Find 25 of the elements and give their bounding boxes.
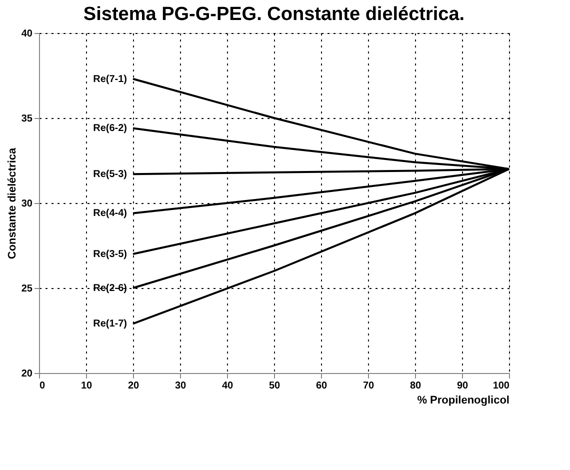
- series-label: Re(3-5): [93, 249, 127, 260]
- y-tick-label: 20: [21, 368, 33, 380]
- y-tick-label: 35: [21, 114, 33, 124]
- y-tick-label: 40: [21, 28, 33, 40]
- series-label: Re(5-3): [93, 169, 127, 180]
- series-label: Re(6-2): [93, 123, 127, 134]
- x-tick-label: 30: [174, 380, 186, 392]
- x-tick-label: 0: [40, 380, 46, 392]
- x-tick-label: 100: [492, 380, 510, 392]
- x-tick-label: 20: [128, 380, 140, 392]
- x-tick-label: 50: [268, 380, 280, 392]
- chart-title: Sistema PG-G-PEG. Constante dieléctrica.: [83, 4, 465, 25]
- y-tick-label: 30: [21, 198, 33, 210]
- series-label: Re(4-4): [93, 208, 127, 220]
- x-axis-title: % Propilenoglicol: [417, 394, 510, 406]
- x-tick-label: 90: [456, 380, 468, 392]
- y-axis-title: Constante dieléctrica: [6, 146, 18, 260]
- y-tick-label: 25: [21, 284, 33, 294]
- series-label: Re(7-1): [93, 74, 127, 85]
- x-tick-label: 40: [222, 380, 234, 392]
- x-tick-label: 80: [410, 380, 422, 392]
- x-tick-label: 70: [362, 380, 374, 392]
- x-tick-label: 10: [80, 380, 92, 392]
- x-tick-label: 60: [316, 380, 328, 392]
- series-label: Re(1-7): [93, 318, 127, 330]
